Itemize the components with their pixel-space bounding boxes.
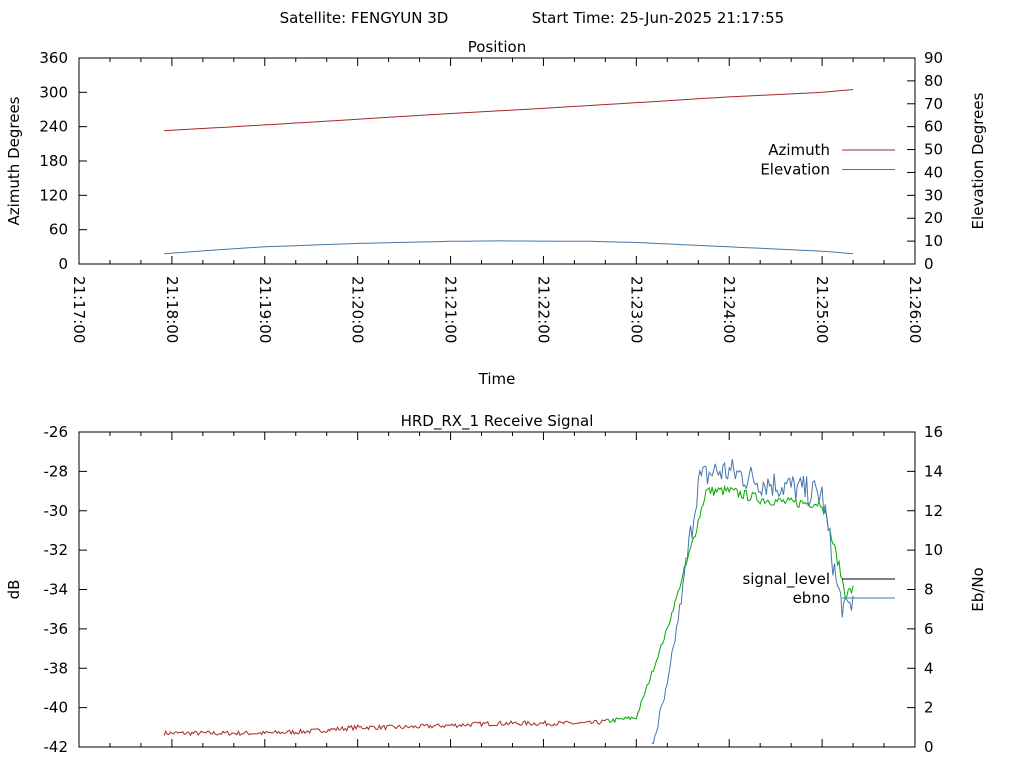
x-tick-label: 21:26:00 (906, 276, 924, 343)
y-tick-label: -38 (44, 659, 69, 677)
chart-title: Position (468, 38, 526, 56)
x-tick-label: 21:25:00 (813, 276, 831, 343)
y2-tick-label: 10 (924, 232, 943, 250)
y-tick-label: 180 (39, 152, 68, 170)
y-tick-label: -28 (44, 462, 69, 480)
y2-tick-label: 70 (924, 95, 943, 113)
x-tick-label: 21:23:00 (627, 276, 645, 343)
y2-tick-label: 30 (924, 186, 943, 204)
y2-tick-label: 0 (924, 738, 934, 756)
y2-axis-label: Eb/No (969, 567, 987, 611)
y-tick-label: 240 (39, 118, 68, 136)
x-tick-label: 21:17:00 (70, 276, 88, 343)
y-tick-label: 120 (39, 186, 68, 204)
y2-tick-label: 16 (924, 423, 943, 441)
x-axis-label: Time (478, 370, 516, 388)
y-tick-label: -26 (44, 423, 69, 441)
y-tick-label: 360 (39, 49, 68, 67)
series-signal-level-line (163, 718, 608, 737)
series-elevation-line (164, 240, 854, 255)
y2-tick-label: 80 (924, 72, 943, 90)
satellite-label: Satellite: FENGYUN 3D (280, 9, 449, 27)
y2-tick-label: 40 (924, 163, 943, 181)
legend-label: signal_level (742, 570, 830, 589)
x-tick-label: 21:22:00 (534, 276, 552, 343)
y2-axis-label: Elevation Degrees (969, 92, 987, 229)
start-time-label: Start Time: 25-Jun-2025 21:17:55 (532, 9, 784, 27)
y2-tick-label: 10 (924, 541, 943, 559)
legend-label: Azimuth (768, 141, 830, 159)
y2-tick-label: 50 (924, 141, 943, 159)
x-tick-label: 21:21:00 (442, 276, 460, 343)
x-tick-label: 21:19:00 (256, 276, 274, 343)
y2-tick-label: 90 (924, 49, 943, 67)
y-tick-label: 0 (58, 255, 68, 273)
y-tick-label: -30 (44, 502, 69, 520)
x-tick-label: 21:20:00 (349, 276, 367, 343)
series-azimuth-line (164, 89, 854, 132)
y-axis-label: Azimuth Degrees (5, 96, 23, 225)
y2-tick-label: 14 (924, 462, 943, 480)
x-tick-label: 21:24:00 (720, 276, 738, 343)
chart-title: HRD_RX_1 Receive Signal (401, 412, 594, 431)
legend-label: ebno (793, 589, 830, 607)
y2-tick-label: 8 (924, 581, 934, 599)
legend-label: Elevation (760, 161, 830, 179)
y-tick-label: -42 (44, 738, 69, 756)
y-tick-label: -36 (44, 620, 69, 638)
y-tick-label: -32 (44, 541, 69, 559)
series-signal-level-line-high (606, 484, 854, 724)
y2-tick-label: 60 (924, 118, 943, 136)
series-ebno-line (651, 459, 854, 745)
y-tick-label: 300 (39, 83, 68, 101)
y-tick-label: -34 (44, 581, 69, 599)
x-tick-label: 21:18:00 (163, 276, 181, 343)
position-chart: Position 0 60 120 180 240 300 360 0 10 20 30 40 50 60 7… (5, 38, 987, 388)
receive-signal-chart: HRD_RX_1 Receive Signal -42 -40 -38 -36 -34 -3… (5, 412, 987, 756)
y2-tick-label: 0 (924, 255, 934, 273)
y2-tick-label: 20 (924, 209, 943, 227)
y-axis-label: dB (5, 580, 23, 600)
y-tick-label: 60 (49, 221, 68, 239)
y2-tick-label: 12 (924, 502, 943, 520)
y-tick-label: -40 (44, 699, 69, 717)
y2-tick-label: 4 (924, 659, 934, 677)
y2-tick-label: 2 (924, 699, 934, 717)
y2-tick-label: 6 (924, 620, 934, 638)
